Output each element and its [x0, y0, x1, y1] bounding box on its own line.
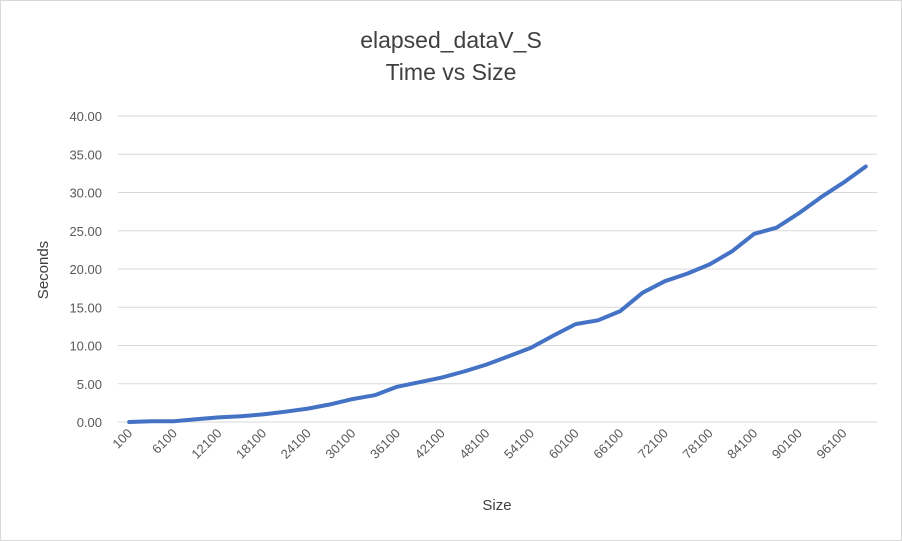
- data-point: [194, 417, 198, 421]
- data-point: [663, 279, 667, 283]
- data-point: [462, 370, 466, 373]
- x-tick-label: 90100: [769, 426, 805, 462]
- data-point: [842, 181, 845, 185]
- x-tick-label: 60100: [546, 426, 582, 462]
- x-tick-label: 30100: [322, 426, 358, 462]
- x-tick-label: 66100: [590, 426, 626, 462]
- data-point: [618, 309, 622, 313]
- data-point: [395, 385, 399, 389]
- series-line: [127, 164, 868, 424]
- data-point: [440, 376, 444, 380]
- y-tick-label: 40.00: [69, 109, 102, 124]
- data-point: [596, 318, 600, 322]
- data-point: [239, 414, 243, 418]
- data-point: [574, 322, 578, 326]
- x-tick-label: 36100: [367, 426, 403, 462]
- data-point: [507, 354, 511, 358]
- x-tick-label: 54100: [501, 426, 537, 462]
- data-point: [730, 249, 734, 253]
- y-axis-ticks: 0.00 5.00 10.00 15.00 20.00 25.00 30.00 35.00 40…: [69, 109, 102, 430]
- y-tick-label: 20.00: [69, 262, 102, 277]
- x-tick-label: 78100: [680, 426, 716, 462]
- data-point: [864, 165, 868, 168]
- data-point: [708, 262, 712, 266]
- data-point: [417, 380, 421, 384]
- x-tick-label: 48100: [456, 426, 492, 462]
- data-point: [775, 226, 778, 230]
- x-tick-label: 100: [109, 426, 135, 452]
- data-point: [819, 195, 823, 199]
- data-point: [529, 346, 533, 350]
- data-point: [551, 334, 555, 338]
- data-point: [172, 419, 176, 423]
- gridlines: [118, 115, 877, 423]
- x-tick-label: 6100: [149, 426, 180, 457]
- data-point: [685, 272, 689, 276]
- x-tick-label: 12100: [188, 426, 224, 462]
- data-point: [217, 415, 220, 419]
- y-tick-label: 35.00: [69, 147, 102, 162]
- data-point: [150, 419, 153, 423]
- y-tick-label: 15.00: [69, 300, 102, 315]
- data-point: [752, 232, 756, 236]
- x-tick-label: 24100: [278, 426, 314, 462]
- x-tick-label: 96100: [813, 426, 849, 462]
- data-point: [283, 410, 287, 414]
- y-axis-title: Seconds: [35, 241, 52, 299]
- x-tick-label: 72100: [635, 426, 671, 462]
- data-point: [328, 402, 332, 406]
- x-tick-label: 84100: [724, 426, 760, 462]
- data-point: [306, 407, 310, 411]
- y-tick-label: 0.00: [77, 415, 102, 430]
- y-tick-label: 25.00: [69, 224, 102, 239]
- x-axis-ticks: 100 6100 12100 18100 24100 30100 36100 42100 481…: [109, 426, 849, 462]
- chart-title: elapsed_dataV_S: [360, 27, 542, 53]
- chart-title-block: elapsed_dataV_S Time vs Size: [0, 24, 902, 88]
- x-axis-title: Size: [482, 497, 511, 514]
- data-point: [127, 420, 131, 424]
- y-tick-label: 10.00: [69, 339, 102, 354]
- y-tick-label: 30.00: [69, 186, 102, 201]
- data-point: [373, 393, 377, 397]
- data-point: [350, 397, 354, 401]
- data-point: [797, 211, 801, 215]
- data-point: [484, 363, 488, 367]
- y-tick-label: 5.00: [77, 377, 102, 392]
- series-points: [127, 165, 868, 424]
- x-tick-label: 42100: [412, 426, 448, 462]
- chart-subtitle: Time vs Size: [385, 59, 517, 85]
- x-tick-label: 18100: [233, 426, 269, 462]
- data-point: [641, 291, 645, 295]
- data-point: [261, 412, 265, 416]
